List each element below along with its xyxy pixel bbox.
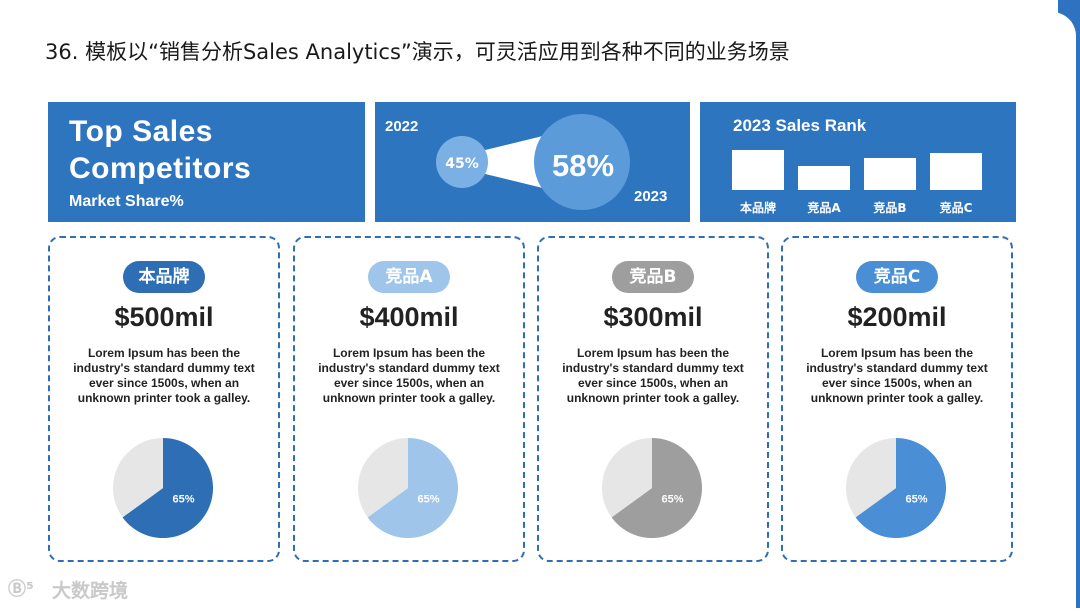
competitor-c-card: 竞品C $200mil Lorem Ipsum has been the ind… bbox=[781, 236, 1013, 562]
edge-white-curve bbox=[1052, 12, 1076, 612]
panel-title-line2: Competitors bbox=[69, 152, 252, 185]
rank-bar-label: 竞品C bbox=[939, 201, 973, 215]
competitor-c-amount: $200mil bbox=[847, 302, 947, 332]
rank-bar-label: 竞品A bbox=[807, 201, 841, 215]
watermark-logo: Ⓑ⁵ 大数跨境 bbox=[8, 573, 148, 603]
share-start-circle bbox=[436, 136, 488, 188]
watermark-text: 大数跨境 bbox=[52, 580, 129, 602]
pie-value-label: 65% bbox=[661, 493, 683, 505]
pie-slice-rest bbox=[602, 438, 652, 518]
slide-edge-decoration bbox=[1052, 0, 1080, 612]
competitor-b-amount: $300mil bbox=[603, 302, 703, 332]
rank-bar-label: 竞品B bbox=[873, 201, 907, 215]
year-start-label: 2022 bbox=[385, 118, 419, 135]
pie-slice-rest bbox=[846, 438, 896, 518]
competitor-b-card: 竞品B $300mil Lorem Ipsum has been the ind… bbox=[537, 236, 769, 562]
competitor-b-description: Lorem Ipsum has been the industry's stan… bbox=[562, 346, 744, 405]
pie-slice-share bbox=[855, 438, 946, 538]
growth-cone bbox=[477, 133, 555, 191]
pie-value-label: 65% bbox=[417, 493, 439, 505]
top-competitors-panel: Top Sales Competitors Market Share% bbox=[48, 102, 365, 222]
panel-subtitle: Market Share% bbox=[69, 193, 184, 210]
competitor-a-tag: 竞品A bbox=[368, 261, 450, 293]
panel-title-line1: Top Sales bbox=[69, 115, 213, 148]
brand-card: 本品牌 $500mil Lorem Ipsum has been the ind… bbox=[48, 236, 280, 562]
brand-pie-chart: 65% bbox=[113, 438, 213, 538]
pie-value-label: 65% bbox=[172, 493, 194, 505]
slide-heading: 36. 模板以“销售分析Sales Analytics”演示，可灵活应用到各种不… bbox=[45, 40, 790, 64]
brand-tag: 本品牌 bbox=[123, 261, 205, 293]
competitor-c-pie-chart: 65% bbox=[846, 438, 946, 538]
pie-slice-rest bbox=[358, 438, 408, 518]
share-end-circle bbox=[534, 114, 630, 210]
competitor-a-pie-chart: 65% bbox=[358, 438, 458, 538]
sales-rank-panel: 2023 Sales Rank 本品牌 竞品A 竞品B 竞品C bbox=[700, 102, 1016, 222]
brand-amount: $500mil bbox=[114, 302, 214, 332]
competitor-a-amount: $400mil bbox=[359, 302, 459, 332]
rank-bar bbox=[930, 153, 982, 190]
rank-bar-chart: 本品牌 竞品A 竞品B 竞品C bbox=[700, 102, 1016, 222]
growth-graphic bbox=[436, 114, 630, 210]
pie-value-label: 65% bbox=[905, 493, 927, 505]
year-end-label: 2023 bbox=[634, 188, 668, 205]
rank-bar bbox=[732, 150, 784, 190]
competitor-b-pie-chart: 65% bbox=[602, 438, 702, 538]
pie-slice-share bbox=[611, 438, 702, 538]
rank-bar bbox=[798, 166, 850, 190]
competitor-a-card: 竞品A $400mil Lorem Ipsum has been the ind… bbox=[293, 236, 525, 562]
rank-title: 2023 Sales Rank bbox=[733, 116, 867, 135]
competitor-b-tag: 竞品B bbox=[612, 261, 694, 293]
rank-bar bbox=[864, 158, 916, 190]
pie-slice-rest bbox=[113, 438, 163, 518]
share-end-value: 58% bbox=[551, 148, 615, 183]
competitor-c-tag: 竞品C bbox=[856, 261, 938, 293]
competitor-c-description: Lorem Ipsum has been the industry's stan… bbox=[806, 346, 988, 405]
competitor-a-description: Lorem Ipsum has been the industry's stan… bbox=[318, 346, 500, 405]
brand-description: Lorem Ipsum has been the industry's stan… bbox=[73, 346, 255, 405]
watermark-mark-icon: Ⓑ⁵ bbox=[8, 579, 34, 600]
panel-title: Top Sales Competitors bbox=[69, 113, 251, 187]
pie-slice-share bbox=[122, 438, 213, 538]
share-start-value: 45% bbox=[445, 156, 479, 172]
rank-bar-label: 本品牌 bbox=[739, 201, 776, 215]
pie-slice-share bbox=[367, 438, 458, 538]
growth-panel: 2022 2023 45% 58% bbox=[375, 102, 690, 222]
